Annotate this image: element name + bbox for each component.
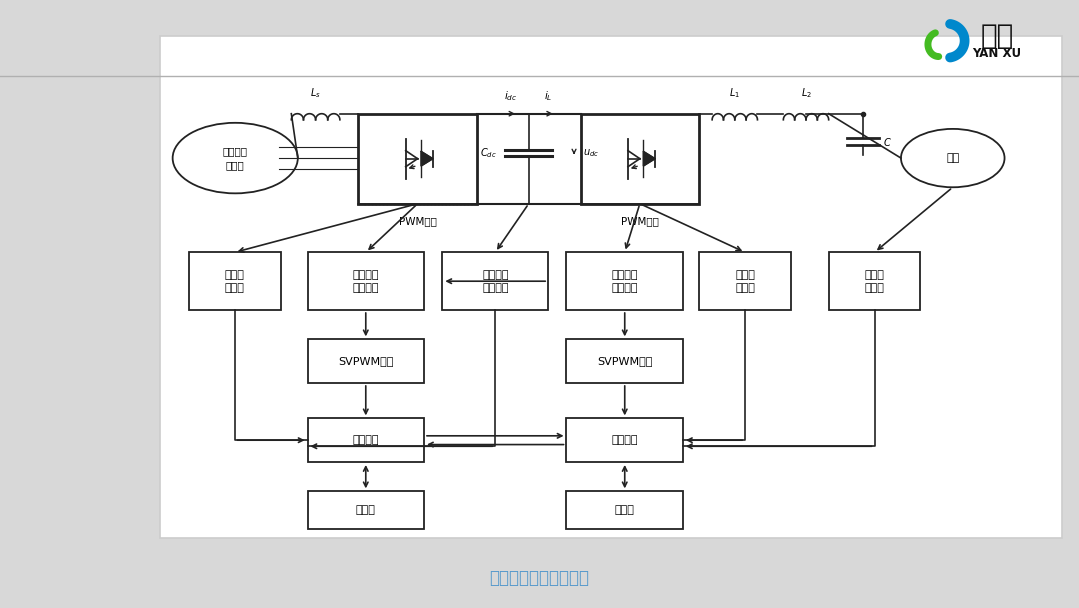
Polygon shape xyxy=(643,151,655,166)
Text: $u_{dc}$: $u_{dc}$ xyxy=(583,147,599,159)
Polygon shape xyxy=(421,151,433,166)
Text: $L_1$: $L_1$ xyxy=(729,86,740,100)
Text: PWM信号: PWM信号 xyxy=(398,216,437,226)
Text: YAN XU: YAN XU xyxy=(972,47,1022,60)
Text: 上位机: 上位机 xyxy=(615,505,634,515)
Text: SVPWM脉冲: SVPWM脉冲 xyxy=(338,356,394,366)
FancyBboxPatch shape xyxy=(699,252,791,310)
Text: 网侧电
流采样: 网侧电 流采样 xyxy=(735,269,755,293)
FancyBboxPatch shape xyxy=(189,252,281,310)
FancyBboxPatch shape xyxy=(308,491,424,529)
Text: 直流母线
电压检测: 直流母线 电压检测 xyxy=(482,269,508,293)
FancyBboxPatch shape xyxy=(829,252,920,310)
FancyBboxPatch shape xyxy=(566,252,683,310)
FancyBboxPatch shape xyxy=(566,491,683,529)
Text: 研旭: 研旭 xyxy=(981,22,1013,50)
Text: 电网: 电网 xyxy=(946,153,959,163)
FancyBboxPatch shape xyxy=(308,418,424,462)
FancyBboxPatch shape xyxy=(160,36,1062,538)
FancyBboxPatch shape xyxy=(442,252,548,310)
Text: 永磁同步
电动机: 永磁同步 电动机 xyxy=(222,147,248,170)
FancyBboxPatch shape xyxy=(566,339,683,383)
Text: 机侧电
流采样: 机侧电 流采样 xyxy=(224,269,245,293)
Text: 《电工技术学报》发布: 《电工技术学报》发布 xyxy=(490,568,589,587)
Text: $L_s$: $L_s$ xyxy=(310,86,320,100)
Text: 控制芯片: 控制芯片 xyxy=(612,435,638,445)
Text: $C$: $C$ xyxy=(883,136,891,148)
Text: $i_L$: $i_L$ xyxy=(544,89,552,103)
Text: SVPWM脉冲: SVPWM脉冲 xyxy=(597,356,653,366)
FancyBboxPatch shape xyxy=(308,339,424,383)
Text: $C_{dc}$: $C_{dc}$ xyxy=(479,146,496,159)
FancyBboxPatch shape xyxy=(358,114,477,204)
FancyBboxPatch shape xyxy=(566,418,683,462)
Text: 上位机: 上位机 xyxy=(356,505,375,515)
Text: 控制芯片: 控制芯片 xyxy=(353,435,379,445)
Text: 驱动隔离
保护电路: 驱动隔离 保护电路 xyxy=(612,269,638,293)
FancyBboxPatch shape xyxy=(308,252,424,310)
FancyBboxPatch shape xyxy=(581,114,699,204)
Text: 电网电
压采样: 电网电 压采样 xyxy=(864,269,885,293)
Text: $i_{dc}$: $i_{dc}$ xyxy=(504,89,517,103)
Text: 驱动隔离
保护电路: 驱动隔离 保护电路 xyxy=(353,269,379,293)
Text: $L_2$: $L_2$ xyxy=(801,86,811,100)
Text: PWM信号: PWM信号 xyxy=(620,216,659,226)
